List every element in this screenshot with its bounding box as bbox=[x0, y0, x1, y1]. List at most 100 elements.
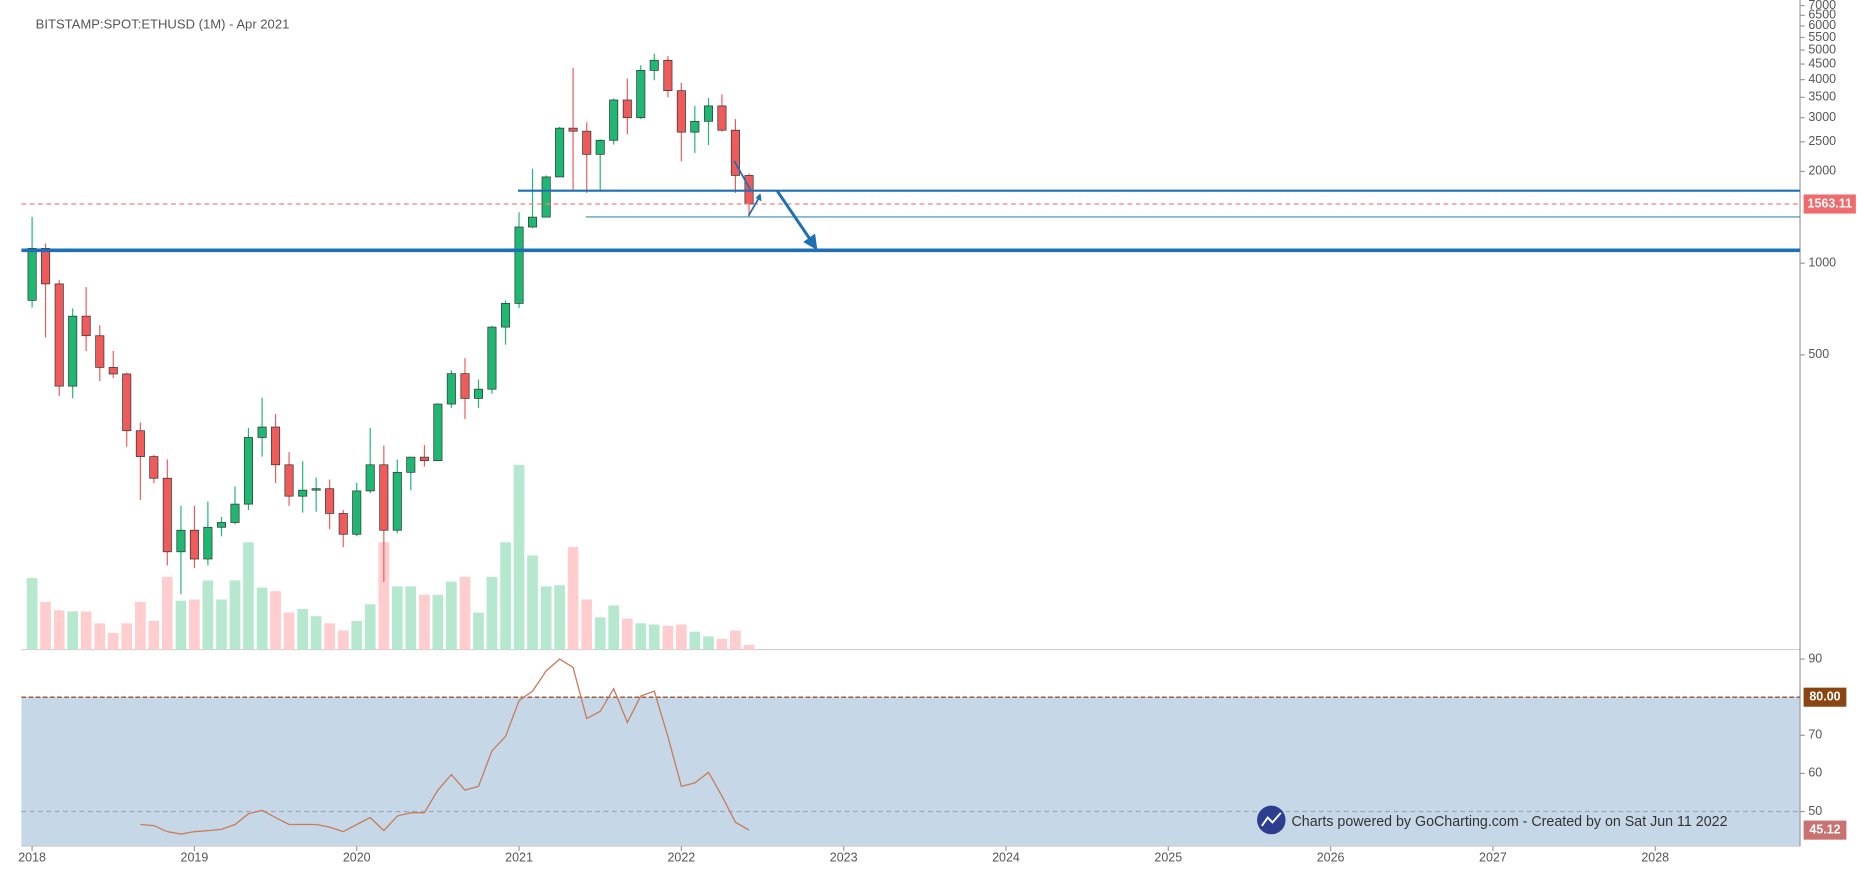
volume-bar bbox=[419, 594, 430, 650]
candle-body bbox=[176, 529, 186, 553]
candle-body bbox=[730, 129, 740, 176]
candle-body bbox=[541, 176, 551, 218]
volume-bar bbox=[500, 542, 511, 650]
volume-bar bbox=[229, 580, 241, 650]
y-tick-label: 2000 bbox=[1808, 164, 1836, 178]
candle-body bbox=[622, 99, 632, 119]
candle-body bbox=[582, 130, 592, 155]
last-price-box bbox=[1803, 194, 1856, 214]
y-tick-label: 1000 bbox=[1808, 255, 1836, 269]
x-tick-label: 2026 bbox=[1317, 850, 1345, 864]
drawings bbox=[21, 160, 1801, 253]
last-price-label: 1563.11 bbox=[1808, 196, 1852, 210]
y-tick-label: 6500 bbox=[1808, 8, 1836, 22]
volume-bar bbox=[351, 620, 363, 650]
x-tick-label: 2019 bbox=[181, 850, 209, 864]
volume-bar bbox=[337, 630, 349, 650]
candle-body bbox=[717, 105, 727, 131]
candle-body bbox=[95, 335, 105, 368]
y-tick-label: 500 bbox=[1808, 347, 1829, 361]
x-tick-label: 2024 bbox=[992, 850, 1020, 864]
volume-bar bbox=[621, 618, 633, 650]
candle-body bbox=[108, 367, 118, 375]
y-tick-label: 5000 bbox=[1808, 42, 1836, 56]
rsi-last-label: 45.12 bbox=[1809, 822, 1840, 836]
candle-body bbox=[609, 99, 619, 141]
candle-body bbox=[68, 315, 78, 387]
volume-bar bbox=[635, 623, 647, 650]
volume-bar bbox=[473, 612, 484, 650]
arrow-head bbox=[803, 233, 818, 251]
volume-bar bbox=[175, 600, 187, 650]
volume-bar bbox=[703, 636, 714, 650]
candle-body bbox=[446, 373, 456, 405]
candle-body bbox=[311, 488, 321, 491]
x-tick-label: 2025 bbox=[1154, 850, 1182, 864]
candle-body bbox=[379, 464, 389, 531]
candle-body bbox=[514, 226, 524, 304]
volume-bar bbox=[216, 599, 227, 650]
volume-bar bbox=[446, 581, 457, 650]
candle-body bbox=[473, 388, 483, 399]
candle-body bbox=[527, 216, 538, 228]
candle-body bbox=[284, 464, 294, 497]
volume-bar bbox=[94, 623, 106, 650]
volume-bar bbox=[270, 591, 281, 650]
rsi-band bbox=[21, 697, 1801, 847]
volume-bar bbox=[53, 610, 65, 650]
volume-bar bbox=[202, 580, 214, 650]
candle-body bbox=[271, 426, 281, 466]
volume-bar bbox=[26, 578, 38, 650]
volume-bar bbox=[486, 576, 498, 650]
plot: 50 60 70 90 80.00 500 1000 2000 2500 3000 3500 4000… bbox=[18, 0, 1856, 864]
candle-body bbox=[298, 489, 308, 497]
candle-body bbox=[352, 490, 362, 535]
candle-body bbox=[392, 471, 402, 531]
candle-body bbox=[122, 373, 132, 432]
volume-bar bbox=[459, 576, 471, 650]
volume-bar bbox=[405, 586, 417, 650]
x-tick-label: 2023 bbox=[830, 850, 858, 864]
candle-body bbox=[636, 70, 646, 119]
x-tick-label: 2022 bbox=[667, 850, 695, 864]
candle-body bbox=[555, 127, 565, 178]
rsi-tick-label: 50 bbox=[1808, 804, 1822, 818]
y-tick-label: 3000 bbox=[1808, 110, 1836, 124]
y-tick-label: 5500 bbox=[1808, 30, 1836, 44]
volume-bar bbox=[135, 601, 146, 650]
volume-bar bbox=[540, 586, 552, 650]
arrow bbox=[733, 160, 752, 192]
candle-body bbox=[41, 248, 51, 285]
volume-bar bbox=[310, 616, 322, 650]
candle-body bbox=[149, 456, 159, 479]
candle-body bbox=[649, 59, 659, 71]
candle-body bbox=[406, 456, 416, 473]
volume-bar bbox=[161, 576, 173, 650]
volume-bar bbox=[148, 620, 160, 650]
x-tick-label: 2018 bbox=[18, 850, 46, 864]
watermark-text: Charts powered by GoCharting.com - Creat… bbox=[1292, 814, 1728, 830]
volume-bar bbox=[107, 632, 119, 650]
chart-title: BITSTAMP:SPOT:ETHUSD (1M) - Apr 2021 bbox=[36, 16, 290, 31]
rsi-level-box bbox=[1803, 687, 1847, 707]
volume-bar bbox=[364, 604, 376, 650]
candle-body bbox=[419, 456, 429, 461]
rsi-last-box bbox=[1803, 820, 1847, 840]
volume-bar bbox=[554, 585, 565, 650]
volume-bar bbox=[297, 609, 309, 650]
volume-bar bbox=[730, 630, 741, 650]
y-tick-label: 2500 bbox=[1808, 134, 1836, 148]
y-tick-label: 4000 bbox=[1808, 72, 1836, 86]
arrow bbox=[775, 189, 814, 244]
volume-bar bbox=[391, 586, 403, 650]
candle-body bbox=[325, 488, 335, 514]
x-tick-label: 2027 bbox=[1479, 850, 1507, 864]
volume-bar bbox=[121, 623, 133, 650]
volume-bar bbox=[243, 542, 254, 650]
candle-body bbox=[365, 464, 375, 492]
y-tick-label: 4500 bbox=[1808, 56, 1836, 70]
candle-body bbox=[189, 529, 199, 560]
watermark: Charts powered by GoCharting.com - Creat… bbox=[1257, 805, 1728, 835]
candle-body bbox=[217, 522, 227, 528]
volume-bar bbox=[662, 625, 674, 650]
